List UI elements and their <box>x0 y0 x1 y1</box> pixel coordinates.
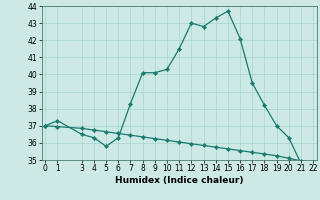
X-axis label: Humidex (Indice chaleur): Humidex (Indice chaleur) <box>115 176 244 185</box>
